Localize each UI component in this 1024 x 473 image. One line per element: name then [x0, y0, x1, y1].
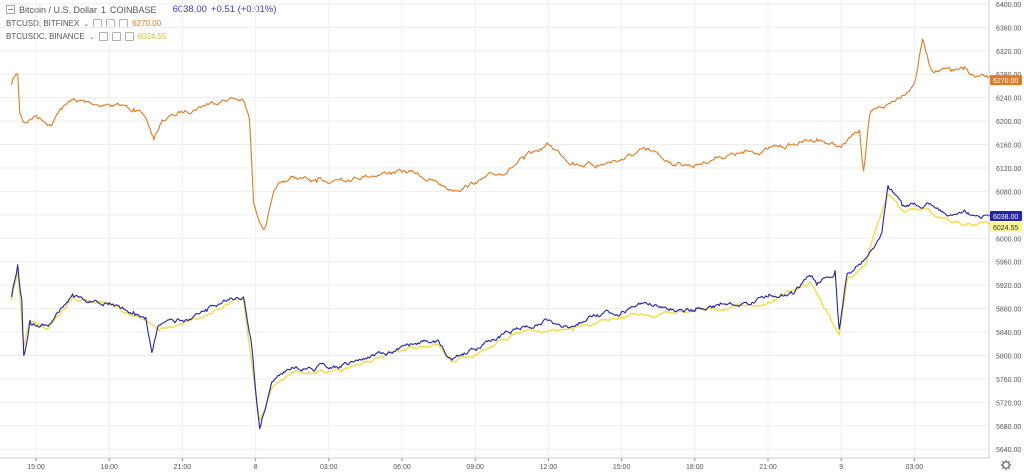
main-exchange-label: COINBASE: [110, 4, 157, 15]
y-tick-label: 6240.00: [996, 96, 1021, 103]
y-tick-label: 5960.00: [996, 260, 1021, 267]
main-last-price: 6038.00: [172, 4, 207, 15]
x-tick-label: 18:00: [686, 464, 704, 471]
y-tick-label: 5880.00: [996, 307, 1021, 314]
series-line-bitfinex: [11, 38, 1001, 231]
chevron-down-icon[interactable]: ⌄: [88, 33, 95, 41]
x-tick-label: 09:00: [466, 464, 484, 471]
settings-icon[interactable]: [111, 32, 121, 41]
collapse-legend-icon[interactable]: [6, 5, 15, 14]
y-tick-label: 5840.00: [996, 330, 1021, 337]
y-tick-label: 6320.00: [996, 49, 1021, 56]
x-tick-label: 03:00: [906, 464, 924, 471]
y-tick-label: 5920.00: [996, 283, 1021, 290]
last-price-label-bg: [990, 221, 1022, 232]
x-tick-label: 03:00: [320, 464, 338, 471]
x-tick-label: 15:00: [27, 464, 45, 471]
visibility-toggle-icon[interactable]: [98, 32, 108, 41]
y-tick-label: 6360.00: [996, 25, 1021, 32]
compare-symbol-label[interactable]: BTCUSDC, BINANCE: [6, 32, 85, 41]
series-line-coinbase: [11, 185, 1001, 430]
y-tick-label: 5680.00: [996, 424, 1021, 431]
chevron-down-icon[interactable]: ⌄: [83, 20, 90, 28]
x-tick-label: 18:00: [100, 464, 118, 471]
last-price-label-bg: [990, 211, 1022, 222]
remove-icon[interactable]: [124, 32, 134, 41]
compare-value-label: 6270.00: [132, 19, 162, 28]
price-labels: 6270.00 6038.00 6024.55: [990, 75, 1022, 232]
last-price-label-bg: [990, 75, 1022, 86]
gear-icon-tooth: [1001, 467, 1004, 470]
compare-value-label: 6024.55: [137, 32, 167, 41]
gear-icon-tooth: [1008, 467, 1011, 470]
compare-symbol-label[interactable]: BTCUSD, BITFINEX: [6, 19, 80, 28]
last-price-label: 6024.55: [993, 225, 1018, 232]
y-tick-label: 6080.00: [996, 189, 1021, 196]
chart-settings-icon[interactable]: [1000, 459, 1012, 471]
grid: [0, 0, 988, 458]
main-price-change: +0.51 (+0.01%): [210, 4, 277, 15]
compare-legend-binance: BTCUSDC, BINANCE ⌄ 6024.55: [6, 32, 166, 41]
gear-icon-ring: [1002, 461, 1010, 469]
x-tick-label: 15:00: [613, 464, 631, 471]
y-tick-label: 5640.00: [996, 447, 1021, 454]
y-tick-label: 6400.00: [996, 2, 1021, 9]
last-price-label: 6270.00: [993, 78, 1018, 85]
x-tick-label: 9: [839, 464, 843, 471]
x-tick-label: 12:00: [540, 464, 558, 471]
gear-icon-tooth: [1008, 460, 1011, 463]
y-tick-label: 5800.00: [996, 353, 1021, 360]
y-tick-label: 6120.00: [996, 166, 1021, 173]
x-tick-label: 8: [254, 464, 258, 471]
y-tick-label: 6200.00: [996, 119, 1021, 126]
main-symbol-label[interactable]: Bitcoin / U.S. Dollar: [19, 4, 98, 15]
y-tick-label: 5720.00: [996, 400, 1021, 407]
x-tick-label: 06:00: [393, 464, 411, 471]
main-interval-label: 1: [101, 4, 107, 15]
last-price-label: 6038.00: [993, 214, 1018, 221]
series-layer: [10, 38, 1001, 430]
main-legend: Bitcoin / U.S. Dollar 1 COINBASE 6038.00…: [6, 4, 276, 15]
y-tick-label: 6000.00: [996, 236, 1021, 243]
series-line-binance: [10, 193, 1000, 421]
y-tick-label: 5760.00: [996, 377, 1021, 384]
y-tick-label: 6160.00: [996, 143, 1021, 150]
gear-icon-tooth: [1001, 460, 1004, 463]
x-tick-label: 21:00: [759, 464, 777, 471]
x-tick-label: 21:00: [174, 464, 192, 471]
